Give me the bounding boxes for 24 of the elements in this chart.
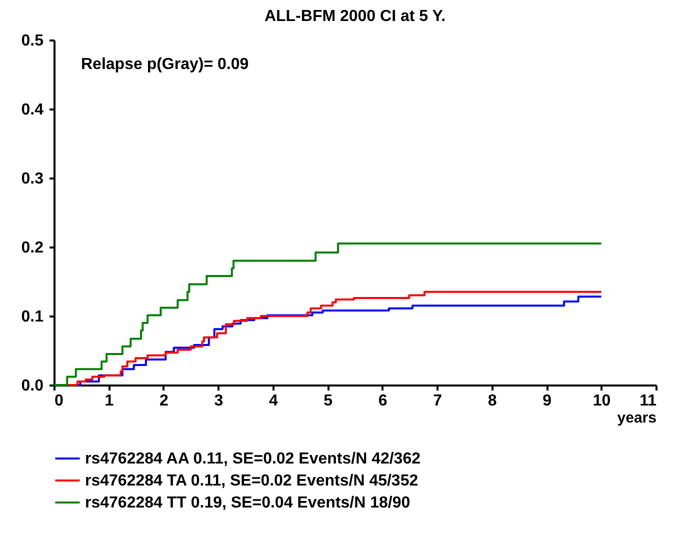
x-tick-label: 4 xyxy=(268,392,278,410)
x-tick-label: 5 xyxy=(324,392,333,410)
y-tick-label: 0.0 xyxy=(21,378,44,394)
y-tick-label: 0.4 xyxy=(21,102,44,118)
y-tick-label: 0.5 xyxy=(21,32,44,50)
y-tick-label: 0.2 xyxy=(21,240,44,256)
x-tick-label: 11 xyxy=(640,392,657,410)
y-tick-label: 0.1 xyxy=(21,308,44,326)
chart-title: ALL-BFM 2000 CI at 5 Y. xyxy=(264,8,446,25)
x-tick-label: 0 xyxy=(54,392,64,410)
x-tick-label: 6 xyxy=(378,392,388,410)
x-axis-title: years xyxy=(617,410,656,426)
legend-label: rs4762284 TA 0.11, SE=0.02 Events/N 45/352 xyxy=(85,472,418,490)
x-tick-label: 2 xyxy=(160,392,168,410)
x-tick-label: 9 xyxy=(542,392,552,410)
legend-label: rs4762284 TT 0.19, SE=0.04 Events/N 18/90 xyxy=(85,494,410,512)
x-tick-label: 1 xyxy=(104,392,114,410)
annotation: Relapse p(Gray)= 0.09 xyxy=(81,56,249,73)
y-tick-label: 0.3 xyxy=(21,170,44,188)
x-tick-label: 3 xyxy=(214,392,224,410)
legend-label: rs4762284 AA 0.11, SE=0.02 Events/N 42/362 xyxy=(85,450,421,468)
x-tick-label: 7 xyxy=(433,392,442,410)
x-tick-label: 10 xyxy=(592,392,611,410)
x-tick-label: 8 xyxy=(488,392,497,410)
